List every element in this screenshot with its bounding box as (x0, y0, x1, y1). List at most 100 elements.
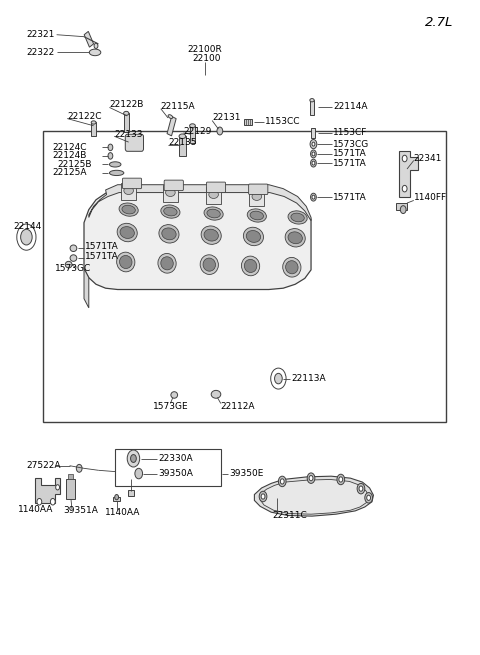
Text: 22322: 22322 (26, 48, 55, 57)
Ellipse shape (209, 191, 218, 198)
Text: 22100: 22100 (192, 54, 220, 64)
Text: 1571TA: 1571TA (85, 242, 119, 251)
Polygon shape (35, 478, 60, 503)
Ellipse shape (288, 211, 307, 224)
Ellipse shape (246, 231, 261, 242)
Polygon shape (89, 185, 311, 221)
Bar (43, 131, 446, 422)
Text: 22129: 22129 (183, 126, 212, 136)
Circle shape (259, 491, 267, 502)
Text: 39351A: 39351A (63, 506, 98, 515)
Ellipse shape (119, 203, 138, 216)
Ellipse shape (117, 252, 135, 272)
Circle shape (307, 473, 315, 483)
Ellipse shape (171, 392, 178, 398)
Circle shape (217, 127, 223, 135)
Circle shape (339, 477, 343, 482)
Bar (311, 128, 315, 138)
Text: 22113A: 22113A (291, 374, 326, 383)
Ellipse shape (283, 257, 301, 277)
Ellipse shape (241, 256, 260, 276)
Text: 22341: 22341 (414, 154, 442, 163)
Circle shape (21, 229, 32, 245)
Circle shape (94, 43, 98, 48)
Polygon shape (254, 476, 373, 516)
Ellipse shape (243, 227, 264, 246)
Circle shape (309, 476, 313, 481)
Circle shape (50, 498, 55, 505)
Bar (128, 490, 134, 496)
Ellipse shape (207, 209, 220, 218)
Bar (167, 117, 176, 136)
Ellipse shape (291, 213, 304, 222)
Ellipse shape (120, 255, 132, 269)
Ellipse shape (162, 228, 176, 240)
Ellipse shape (158, 253, 176, 273)
FancyBboxPatch shape (122, 178, 142, 189)
Bar (113, 497, 120, 501)
Ellipse shape (159, 225, 179, 243)
Ellipse shape (109, 162, 121, 167)
Bar (396, 203, 407, 210)
Ellipse shape (117, 223, 137, 242)
Text: 1571TA: 1571TA (85, 252, 119, 261)
Circle shape (127, 450, 140, 467)
Text: 22122C: 22122C (67, 112, 102, 121)
Circle shape (312, 161, 315, 165)
Ellipse shape (247, 209, 266, 222)
Text: 1153CF: 1153CF (333, 128, 368, 138)
Bar (163, 185, 178, 202)
Ellipse shape (200, 255, 218, 274)
Ellipse shape (124, 187, 133, 195)
Circle shape (311, 159, 316, 167)
Circle shape (275, 373, 282, 384)
Ellipse shape (250, 211, 264, 220)
FancyBboxPatch shape (164, 180, 183, 191)
Polygon shape (84, 269, 89, 308)
Text: 22330A: 22330A (158, 454, 193, 463)
Ellipse shape (285, 229, 305, 247)
Bar (244, 119, 252, 125)
Polygon shape (399, 151, 418, 196)
Circle shape (402, 185, 407, 192)
Circle shape (56, 485, 60, 490)
Ellipse shape (124, 111, 129, 115)
Text: 1153CC: 1153CC (265, 117, 301, 126)
Circle shape (357, 483, 365, 494)
Bar (249, 189, 264, 206)
Ellipse shape (161, 257, 173, 270)
Text: 39350E: 39350E (229, 469, 264, 478)
Ellipse shape (201, 226, 221, 244)
Circle shape (280, 479, 284, 484)
Ellipse shape (203, 258, 216, 271)
Text: 39350A: 39350A (158, 469, 193, 478)
Bar (124, 113, 129, 132)
Ellipse shape (190, 124, 195, 128)
Ellipse shape (204, 207, 223, 220)
Ellipse shape (168, 115, 173, 119)
Ellipse shape (286, 261, 298, 274)
Bar (115, 449, 221, 486)
Text: 22100R: 22100R (187, 45, 222, 54)
Text: 22112A: 22112A (221, 402, 255, 411)
Circle shape (108, 144, 113, 151)
Bar (206, 187, 221, 204)
Polygon shape (260, 479, 369, 514)
Ellipse shape (109, 170, 124, 176)
Ellipse shape (179, 134, 186, 139)
Bar (91, 122, 96, 136)
Text: 1140FF: 1140FF (414, 193, 447, 202)
Bar (84, 31, 94, 47)
Ellipse shape (89, 49, 101, 56)
Ellipse shape (161, 205, 180, 218)
Ellipse shape (164, 207, 177, 216)
Ellipse shape (310, 98, 314, 102)
Circle shape (278, 476, 286, 487)
Circle shape (365, 493, 372, 503)
Ellipse shape (204, 229, 218, 241)
Ellipse shape (91, 121, 96, 124)
Text: 1573GE: 1573GE (153, 402, 188, 411)
Text: 1140AA: 1140AA (105, 508, 140, 517)
Circle shape (311, 150, 316, 158)
Circle shape (115, 495, 119, 500)
